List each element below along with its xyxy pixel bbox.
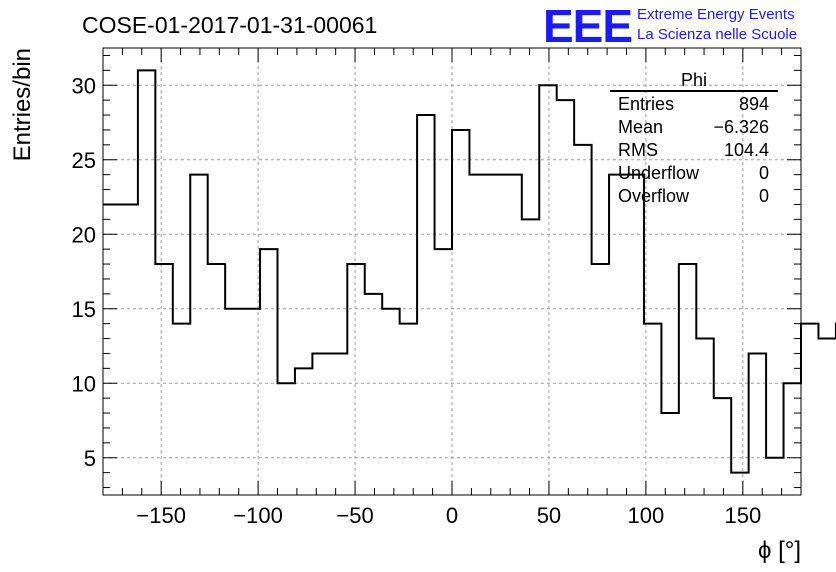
x-tick-label: 50 xyxy=(537,503,561,528)
histogram-bin xyxy=(801,324,818,495)
histogram-bin xyxy=(452,130,469,495)
histogram-bin xyxy=(679,264,696,495)
histogram-bin xyxy=(557,100,574,495)
y-tick-label: 15 xyxy=(72,297,96,322)
y-tick-label: 5 xyxy=(84,446,96,471)
histogram-bin xyxy=(609,175,626,495)
x-tick-label: −50 xyxy=(336,503,373,528)
histogram-bin xyxy=(330,353,347,495)
y-tick-label: 20 xyxy=(72,222,96,247)
histogram-bin xyxy=(138,70,155,495)
stats-label: Mean xyxy=(618,117,663,137)
histogram-bin xyxy=(155,264,172,495)
stats-value: 894 xyxy=(739,94,769,114)
histogram-bin xyxy=(696,339,713,495)
y-tick-labels: 5 10 15 20 25 30 xyxy=(72,73,96,471)
histogram-bin xyxy=(644,324,661,495)
histogram-bin xyxy=(120,204,137,495)
histogram-bin xyxy=(312,353,329,495)
stats-box: Phi Entries 894 Mean −6.326 RMS 104.4 Underflo… xyxy=(610,70,778,206)
histogram xyxy=(103,69,836,495)
histogram-bin xyxy=(522,219,539,495)
stats-value: −6.326 xyxy=(713,117,769,137)
histogram-bin xyxy=(504,175,521,495)
histogram-bin xyxy=(260,249,277,495)
y-tick-label: 30 xyxy=(72,73,96,98)
histogram-bin xyxy=(627,175,644,495)
histogram-bin xyxy=(435,249,452,495)
logo-line-2: La Scienza nelle Scuole xyxy=(637,26,797,43)
histogram-bin xyxy=(487,175,504,495)
stats-label: RMS xyxy=(618,140,658,160)
histogram-bin xyxy=(766,458,783,495)
histogram-bin xyxy=(539,85,556,495)
histogram-bin xyxy=(382,309,399,495)
histogram-bin xyxy=(400,324,417,495)
histogram-bin xyxy=(818,339,835,495)
histogram-bin xyxy=(208,264,225,495)
y-axis-label: Entries/bin xyxy=(9,48,36,161)
histogram-bin xyxy=(784,383,801,495)
x-axis-label: ϕ [°] xyxy=(758,537,801,564)
histogram-bin xyxy=(592,264,609,495)
stats-title: Phi xyxy=(681,70,707,90)
histogram-bin xyxy=(103,204,120,495)
histogram-bin xyxy=(417,115,434,495)
stats-label: Entries xyxy=(618,94,674,114)
histogram-bin xyxy=(469,175,486,495)
x-tick-label: −100 xyxy=(233,503,283,528)
histogram-bin xyxy=(278,383,295,495)
x-tick-label: 150 xyxy=(724,503,761,528)
x-tick-labels: −150 −100 −50 0 50 100 150 xyxy=(136,503,761,528)
histogram-bin xyxy=(190,175,207,495)
histogram-bin xyxy=(225,309,242,495)
stats-rows: Entries 894 Mean −6.326 RMS 104.4 Underflow 0 Ov… xyxy=(618,94,769,206)
logo-mark: EEE xyxy=(543,0,632,52)
x-tick-label: 0 xyxy=(446,503,458,528)
stats-value: 0 xyxy=(759,163,769,183)
logo-line-1: Extreme Energy Events xyxy=(637,6,795,23)
histogram-bin xyxy=(714,398,731,495)
chart-title: COSE-01-2017-01-31-00061 xyxy=(82,12,377,38)
stats-value: 0 xyxy=(759,186,769,206)
histogram-bin xyxy=(661,413,678,495)
stats-label: Underflow xyxy=(618,163,700,183)
histogram-bin xyxy=(749,353,766,495)
y-tick-label: 25 xyxy=(72,148,96,173)
histogram-bin xyxy=(295,368,312,495)
histogram-bin xyxy=(173,324,190,495)
eee-logo: EEE Extreme Energy Events La Scienza nel… xyxy=(543,0,797,52)
axis-ticks xyxy=(102,48,802,495)
x-tick-label: 100 xyxy=(628,503,665,528)
histogram-line xyxy=(103,69,836,474)
histogram-bin xyxy=(243,309,260,495)
stats-value: 104.4 xyxy=(724,140,769,160)
y-tick-label: 10 xyxy=(72,371,96,396)
stats-label: Overflow xyxy=(618,186,690,206)
histogram-bin xyxy=(347,264,364,495)
histogram-bin xyxy=(731,473,748,495)
histogram-bin xyxy=(574,145,591,495)
histogram-bin xyxy=(365,294,382,495)
x-tick-label: −150 xyxy=(136,503,186,528)
